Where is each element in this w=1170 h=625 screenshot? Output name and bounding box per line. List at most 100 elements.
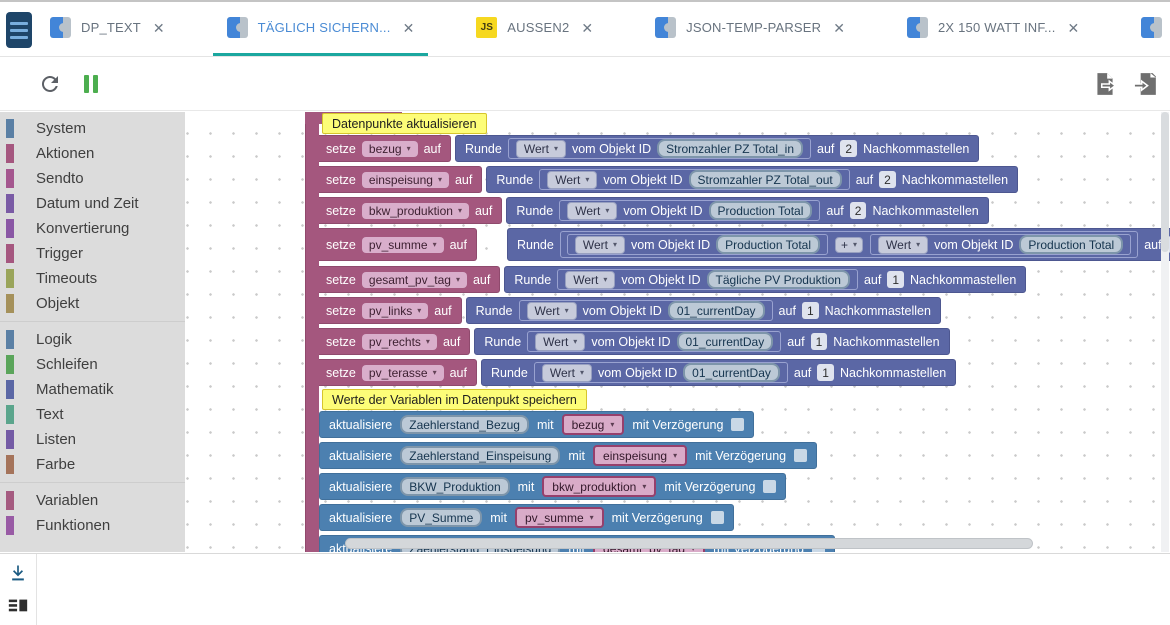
blockly-canvas[interactable]: Datenpunkte aktualisieren setze bezug ▾ a… — [185, 112, 1170, 552]
digits-field[interactable]: 2 — [849, 202, 867, 219]
arithmetic-block[interactable]: Wert ▾ vom Objekt ID Production Total + ▾ … — [559, 231, 1139, 258]
object-id-field[interactable]: Stromzahler PZ Total_out — [688, 170, 842, 189]
close-icon[interactable]: ✕ — [402, 19, 415, 36]
toolbox-category-timeouts[interactable]: Timeouts — [0, 266, 185, 291]
object-id-field[interactable]: Production Total — [708, 201, 813, 220]
object-id-field[interactable]: Tägliche PV Produktion — [706, 270, 850, 289]
digits-field[interactable]: 1 — [810, 333, 828, 350]
variables-set-block[interactable]: setze pv_links ▾ auf — [319, 297, 462, 324]
datapoint-field[interactable]: Zaehlerstand_Einspeisung — [400, 446, 561, 465]
toolbox-category-farbe[interactable]: Farbe — [0, 452, 185, 477]
digits-field[interactable]: 1 — [887, 271, 905, 288]
digits-field[interactable]: 1 — [817, 364, 834, 381]
operator-dropdown[interactable]: + ▾ — [835, 236, 864, 253]
object-id-field[interactable]: Stromzahler PZ Total_in — [657, 139, 804, 158]
get-value-block[interactable]: Wert ▾ vom Objekt ID 01_currentDay — [533, 362, 788, 383]
value-type-dropdown[interactable]: Wert ▾ — [535, 332, 586, 351]
object-id-field[interactable]: Production Total — [1019, 235, 1124, 254]
round-block[interactable]: Runde Wert ▾ vom Objekt ID 01_currentDay … — [474, 328, 950, 355]
variable-dropdown[interactable]: pv_terasse ▾ — [361, 364, 444, 381]
log-layout-button[interactable] — [6, 594, 30, 618]
value-type-dropdown[interactable]: Wert ▾ — [567, 201, 618, 220]
object-id-field[interactable]: 01_currentDay — [676, 332, 774, 351]
variables-set-block[interactable]: setze gesamt_pv_tag ▾ auf — [319, 266, 501, 293]
toolbox-category-schleifen[interactable]: Schleifen — [0, 352, 185, 377]
vertical-scrollbar-thumb[interactable] — [1161, 112, 1169, 252]
menu-button[interactable] — [6, 12, 32, 48]
round-block[interactable]: Runde Wert ▾ vom Objekt ID Production Tot… — [506, 197, 989, 224]
update-datapoint-block[interactable]: aktualisiere BKW_Produktion mit bkw_prod… — [319, 473, 787, 500]
update-datapoint-block[interactable]: aktualisiere Zaehlerstand_Bezug mit bezu… — [319, 411, 755, 438]
get-value-block[interactable]: Wert ▾ vom Objekt ID 01_currentDay — [527, 331, 782, 352]
toolbox-category-konvertierung[interactable]: Konvertierung — [0, 216, 185, 241]
variables-set-block[interactable]: setze pv_rechts ▾ auf — [319, 328, 471, 355]
value-type-dropdown[interactable]: Wert ▾ — [574, 235, 625, 254]
tab-aussen2[interactable]: JS AUSSEN2 ✕ — [462, 2, 607, 56]
close-icon[interactable]: ✕ — [152, 19, 165, 36]
reload-button[interactable] — [38, 72, 62, 96]
toolbox-category-variablen[interactable]: Variablen — [0, 488, 185, 513]
variables-set-block[interactable]: setze bezug ▾ auf — [319, 135, 451, 162]
round-block[interactable]: Runde Wert ▾ vom Objekt ID Tägliche PV Pr… — [504, 266, 1027, 293]
tab-2x-150-watt[interactable]: 2X 150 WATT INF... ✕ — [893, 2, 1093, 56]
object-id-field[interactable]: Production Total — [716, 235, 820, 254]
object-id-field[interactable]: 01_currentDay — [667, 301, 765, 320]
get-value-block[interactable]: Wert ▾ vom Objekt ID Production Total — [559, 200, 821, 221]
close-icon[interactable]: ✕ — [581, 19, 594, 36]
delay-checkbox[interactable] — [763, 480, 777, 493]
get-value-block[interactable]: Wert ▾ vom Objekt ID Stromzahler PZ Total… — [539, 169, 850, 190]
digits-field[interactable]: 2 — [879, 171, 896, 188]
toolbox-category-mathematik[interactable]: Mathematik — [0, 377, 185, 402]
datapoint-field[interactable]: PV_Summe — [400, 508, 483, 527]
tab-json-temp-parser[interactable]: JSON-TEMP-PARSER ✕ — [641, 2, 859, 56]
toolbox-category-text[interactable]: Text — [0, 402, 185, 427]
variable-dropdown[interactable]: gesamt_pv_tag ▾ — [361, 271, 467, 288]
variables-set-block[interactable]: setze pv_summe ▾ auf — [319, 228, 477, 261]
pause-button[interactable] — [84, 74, 98, 93]
value-type-dropdown[interactable]: Wert ▾ — [547, 170, 598, 189]
variable-get-block[interactable]: bkw_produktion ▾ — [542, 476, 657, 497]
round-block[interactable]: Runde Wert ▾ vom Objekt ID Stromzahler PZ… — [455, 135, 980, 162]
variable-get-block[interactable]: einspeisung ▾ — [593, 445, 688, 466]
value-type-dropdown[interactable]: Wert ▾ — [878, 235, 929, 254]
variable-dropdown[interactable]: pv_links ▾ — [361, 302, 429, 319]
variables-set-block[interactable]: setze bkw_produktion ▾ auf — [319, 197, 503, 224]
round-block[interactable]: Runde Wert ▾ vom Objekt ID 01_currentDay … — [465, 297, 941, 324]
toolbox-category-aktionen[interactable]: Aktionen — [0, 141, 185, 166]
variable-get-block[interactable]: bezug ▾ — [561, 414, 625, 435]
get-value-block[interactable]: Wert ▾ vom Objekt ID 01_currentDay — [518, 300, 773, 321]
value-type-dropdown[interactable]: Wert ▾ — [565, 270, 616, 289]
datapoint-field[interactable]: BKW_Produktion — [400, 477, 510, 496]
tab-taeglich-sichern[interactable]: TÄGLICH SICHERN... ✕ — [212, 2, 429, 56]
delay-checkbox[interactable] — [731, 418, 745, 431]
close-icon[interactable]: ✕ — [1067, 19, 1080, 36]
value-type-dropdown[interactable]: Wert ▾ — [515, 139, 566, 158]
tab-device-check[interactable]: DEVICE_CHECK ✕ — [1127, 2, 1170, 56]
get-value-block[interactable]: Wert ▾ vom Objekt ID Tägliche PV Produkti… — [557, 269, 858, 290]
export-blocks-button[interactable] — [1092, 71, 1118, 97]
variable-dropdown[interactable]: pv_rechts ▾ — [361, 333, 437, 350]
toolbox-category-funktionen[interactable]: Funktionen — [0, 513, 185, 538]
object-id-field[interactable]: 01_currentDay — [683, 363, 780, 382]
download-log-button[interactable] — [6, 561, 30, 585]
variable-get-block[interactable]: pv_summe ▾ — [514, 507, 604, 528]
round-block[interactable]: Runde Wert ▾ vom Objekt ID 01_currentDay … — [481, 359, 957, 386]
value-type-dropdown[interactable]: Wert ▾ — [541, 363, 592, 382]
digits-field[interactable]: 1 — [801, 302, 819, 319]
toolbox-category-objekt[interactable]: Objekt — [0, 291, 185, 316]
vertical-scrollbar[interactable] — [1161, 112, 1169, 552]
update-datapoint-block[interactable]: aktualisiere PV_Summe mit pv_summe ▾ mit … — [319, 504, 734, 531]
toolbox-category-listen[interactable]: Listen — [0, 427, 185, 452]
trigger-block-spine[interactable] — [305, 112, 319, 552]
import-blocks-button[interactable] — [1132, 71, 1158, 97]
value-type-dropdown[interactable]: Wert ▾ — [526, 301, 577, 320]
toolbox-category-logik[interactable]: Logik — [0, 327, 185, 352]
toolbox-category-datum-und-zeit[interactable]: Datum und Zeit — [0, 191, 185, 216]
variables-set-block[interactable]: setze einspeisung ▾ auf — [319, 166, 483, 193]
tab-dp-text[interactable]: DP_TEXT ✕ — [36, 2, 179, 56]
variable-dropdown[interactable]: einspeisung ▾ — [361, 171, 449, 188]
horizontal-scrollbar-thumb[interactable] — [345, 538, 1033, 549]
delay-checkbox[interactable] — [794, 449, 808, 462]
variable-dropdown[interactable]: bezug ▾ — [361, 140, 418, 157]
round-block[interactable]: Runde Wert ▾ vom Objekt ID Production Tot… — [506, 228, 1170, 261]
